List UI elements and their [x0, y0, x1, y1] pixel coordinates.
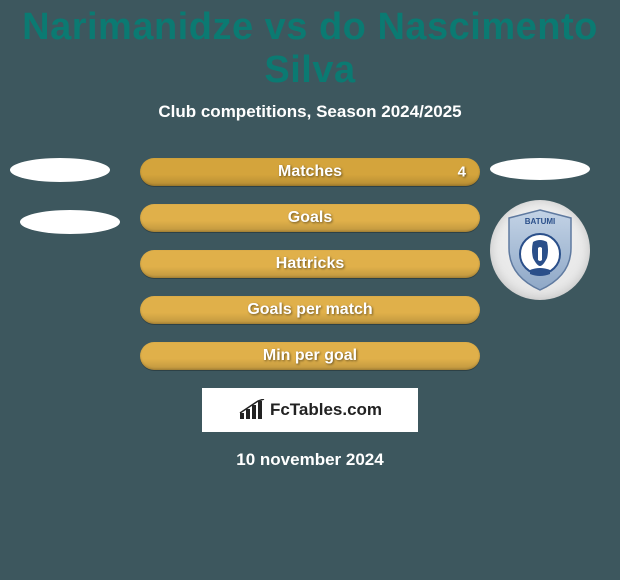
brand-text: FcTables.com	[270, 400, 382, 420]
chart-area: BATUMI Matches 4 Goals Hattricks	[0, 158, 620, 470]
bars-icon	[238, 399, 266, 421]
bar-label: Hattricks	[276, 255, 344, 273]
badge-top-text: BATUMI	[525, 217, 556, 226]
bars-container: Matches 4 Goals Hattricks Goals per matc…	[140, 158, 480, 370]
bar-hattricks: Hattricks	[140, 250, 480, 278]
brand-box: FcTables.com	[202, 388, 418, 432]
shield-icon: BATUMI	[505, 208, 575, 292]
subtitle: Club competitions, Season 2024/2025	[0, 102, 620, 122]
bar-matches: Matches 4	[140, 158, 480, 186]
bar-label: Min per goal	[263, 347, 357, 365]
left-ellipse-0	[10, 158, 110, 182]
left-ellipse-1	[20, 210, 120, 234]
bar-goals-per-match: Goals per match	[140, 296, 480, 324]
bar-label: Matches	[278, 163, 342, 181]
bar-goals: Goals	[140, 204, 480, 232]
bar-min-per-goal: Min per goal	[140, 342, 480, 370]
team-badge: BATUMI	[490, 200, 590, 300]
content-root: Narimanidze vs do Nascimento Silva Club …	[0, 0, 620, 580]
page-title: Narimanidze vs do Nascimento Silva	[0, 0, 620, 92]
brand-inner: FcTables.com	[238, 399, 382, 421]
bar-label: Goals	[288, 209, 332, 227]
bar-value: 4	[458, 164, 466, 181]
date-line: 10 november 2024	[0, 450, 620, 470]
right-ellipse-0	[490, 158, 590, 180]
bar-label: Goals per match	[247, 301, 372, 319]
